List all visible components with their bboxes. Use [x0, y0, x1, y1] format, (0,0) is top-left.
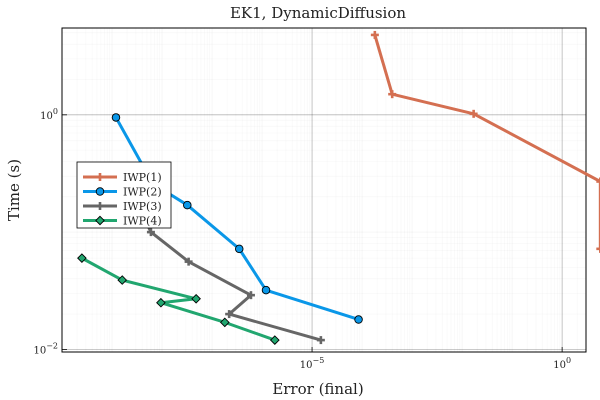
- cross-marker: [96, 202, 104, 210]
- major-grid: [62, 28, 586, 352]
- diamond-marker: [117, 275, 128, 285]
- diamond-marker: [95, 215, 105, 226]
- legend-label: IWP(4): [123, 215, 162, 228]
- cross-marker: [370, 30, 379, 39]
- diamond-marker: [269, 335, 280, 345]
- x-tick-exponent: −5: [313, 356, 325, 365]
- circle-marker: [111, 113, 121, 122]
- circle-marker: [183, 200, 192, 210]
- legend-box: [76, 161, 172, 229]
- cross-marker: [246, 291, 255, 300]
- legend-label: IWP(2): [123, 186, 162, 199]
- x-tick-label: 10−5: [300, 356, 325, 371]
- y-tick-label: 10−2: [33, 341, 58, 356]
- legend-label: IWP(3): [123, 200, 162, 213]
- diamond-marker: [77, 253, 87, 263]
- cross-marker: [225, 310, 234, 319]
- y-axis-label: Time (s): [5, 159, 23, 221]
- circle-marker: [95, 187, 105, 196]
- y-tick-exponent: −2: [46, 341, 58, 350]
- cross-marker: [596, 244, 600, 253]
- legend-entry: IWP(3): [83, 200, 162, 213]
- x-tick-base: 10: [300, 360, 313, 371]
- y-tick-base: 10: [33, 345, 46, 356]
- series-iwp-1: [370, 30, 600, 253]
- x-axis-label: Error (final): [272, 380, 363, 398]
- y-tick-base: 10: [40, 111, 53, 122]
- y-tick-label: 100: [40, 107, 58, 122]
- y-tick-exponent: 0: [53, 107, 58, 116]
- x-tick-exponent: 0: [566, 356, 571, 365]
- cross-marker: [388, 90, 397, 99]
- cross-marker: [316, 336, 325, 345]
- cross-marker: [146, 228, 155, 237]
- legend-entry: IWP(1): [83, 171, 162, 184]
- legend-entry: IWP(4): [83, 215, 162, 228]
- legend: IWP(1) IWP(2)IWP(3) IWP(4): [76, 161, 172, 229]
- circle-marker: [261, 285, 271, 295]
- cross-marker: [469, 109, 478, 118]
- plot-frame: [61, 27, 587, 353]
- cross-marker: [596, 177, 600, 186]
- series-line: [80, 256, 277, 342]
- diamond-marker: [156, 297, 166, 308]
- x-tick-label: 100: [553, 356, 571, 371]
- x-tick-base: 10: [553, 360, 566, 371]
- legend-label: IWP(1): [123, 171, 162, 184]
- legend-entry: IWP(2): [83, 186, 162, 199]
- series-iwp-4: [77, 253, 280, 345]
- chart-title: EK1, DynamicDiffusion: [230, 4, 406, 22]
- circle-marker: [354, 315, 363, 324]
- diamond-marker: [219, 317, 230, 328]
- cross-marker: [184, 257, 193, 266]
- diamond-marker: [191, 293, 201, 304]
- circle-marker: [235, 244, 244, 254]
- cross-marker: [96, 173, 104, 181]
